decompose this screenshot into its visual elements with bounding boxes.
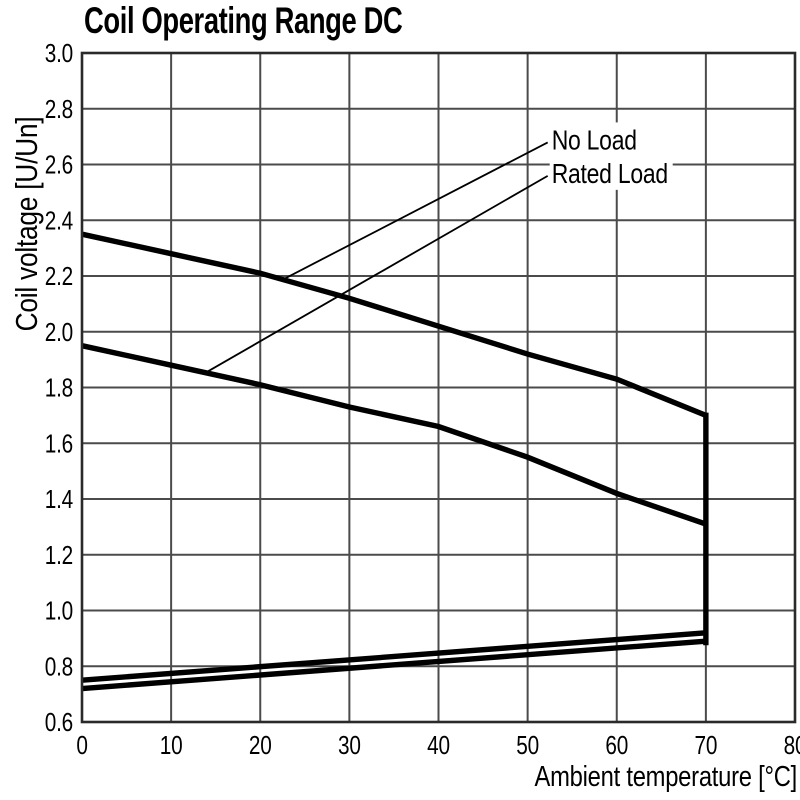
y-tick-label-2.4: 2.4 xyxy=(45,206,73,235)
x-tick-label-60: 60 xyxy=(605,731,628,760)
curve-rated-load-upper-limit xyxy=(81,343,707,527)
annotation-leader-line-0 xyxy=(283,141,549,280)
y-tick-label-1.8: 1.8 xyxy=(45,373,73,402)
x-tick-label-50: 50 xyxy=(516,731,539,760)
chart-title: Coil Operating Range DC xyxy=(84,0,402,41)
data-curves xyxy=(81,231,709,692)
y-tick-label-0.6: 0.6 xyxy=(45,708,73,737)
y-tick-label-2.6: 2.6 xyxy=(45,150,73,179)
y-tick-label-3.0: 3.0 xyxy=(45,39,73,68)
x-tick-label-70: 70 xyxy=(695,731,718,760)
plot-border xyxy=(80,51,797,724)
curve-pickup-voltage-lower xyxy=(81,638,707,692)
x-tick-label-30: 30 xyxy=(338,731,361,760)
y-axis-title: Coil voltage [U/Un] xyxy=(10,117,44,332)
y-tick-label-0.8: 0.8 xyxy=(45,652,73,681)
annotation-label-0: No Load xyxy=(552,125,637,156)
x-axis-title: Ambient temperature [°C] xyxy=(535,760,797,793)
annotation-label-bg xyxy=(549,155,673,190)
grid-lines xyxy=(81,52,796,723)
x-tick-label-10: 10 xyxy=(160,731,183,760)
annotation-label-bg xyxy=(549,122,639,157)
annotation-leader-line-1 xyxy=(203,175,549,375)
y-tick-label-1.4: 1.4 xyxy=(45,485,73,514)
tick-labels: 0 10 20 30 40 50 60 70 80 3.0 2.8 2.6 2.4 2.2 2.0 1.8 1.… xyxy=(45,39,800,760)
x-tick-label-20: 20 xyxy=(249,731,272,760)
y-tick-label-2.2: 2.2 xyxy=(45,262,73,291)
x-tick-label-0: 0 xyxy=(76,731,87,760)
y-tick-label-1.0: 1.0 xyxy=(45,596,73,625)
x-tick-label-40: 40 xyxy=(427,731,450,760)
y-tick-label-2.8: 2.8 xyxy=(45,95,73,124)
annotation-label-1: Rated Load xyxy=(552,159,668,190)
curve-pickup-voltage-upper xyxy=(81,630,707,683)
y-tick-label-1.6: 1.6 xyxy=(45,429,73,458)
x-tick-label-80: 80 xyxy=(784,731,800,760)
y-tick-label-1.2: 1.2 xyxy=(45,541,73,570)
curve-no-load-upper-limit xyxy=(81,231,707,418)
y-tick-label-2.0: 2.0 xyxy=(45,318,73,347)
